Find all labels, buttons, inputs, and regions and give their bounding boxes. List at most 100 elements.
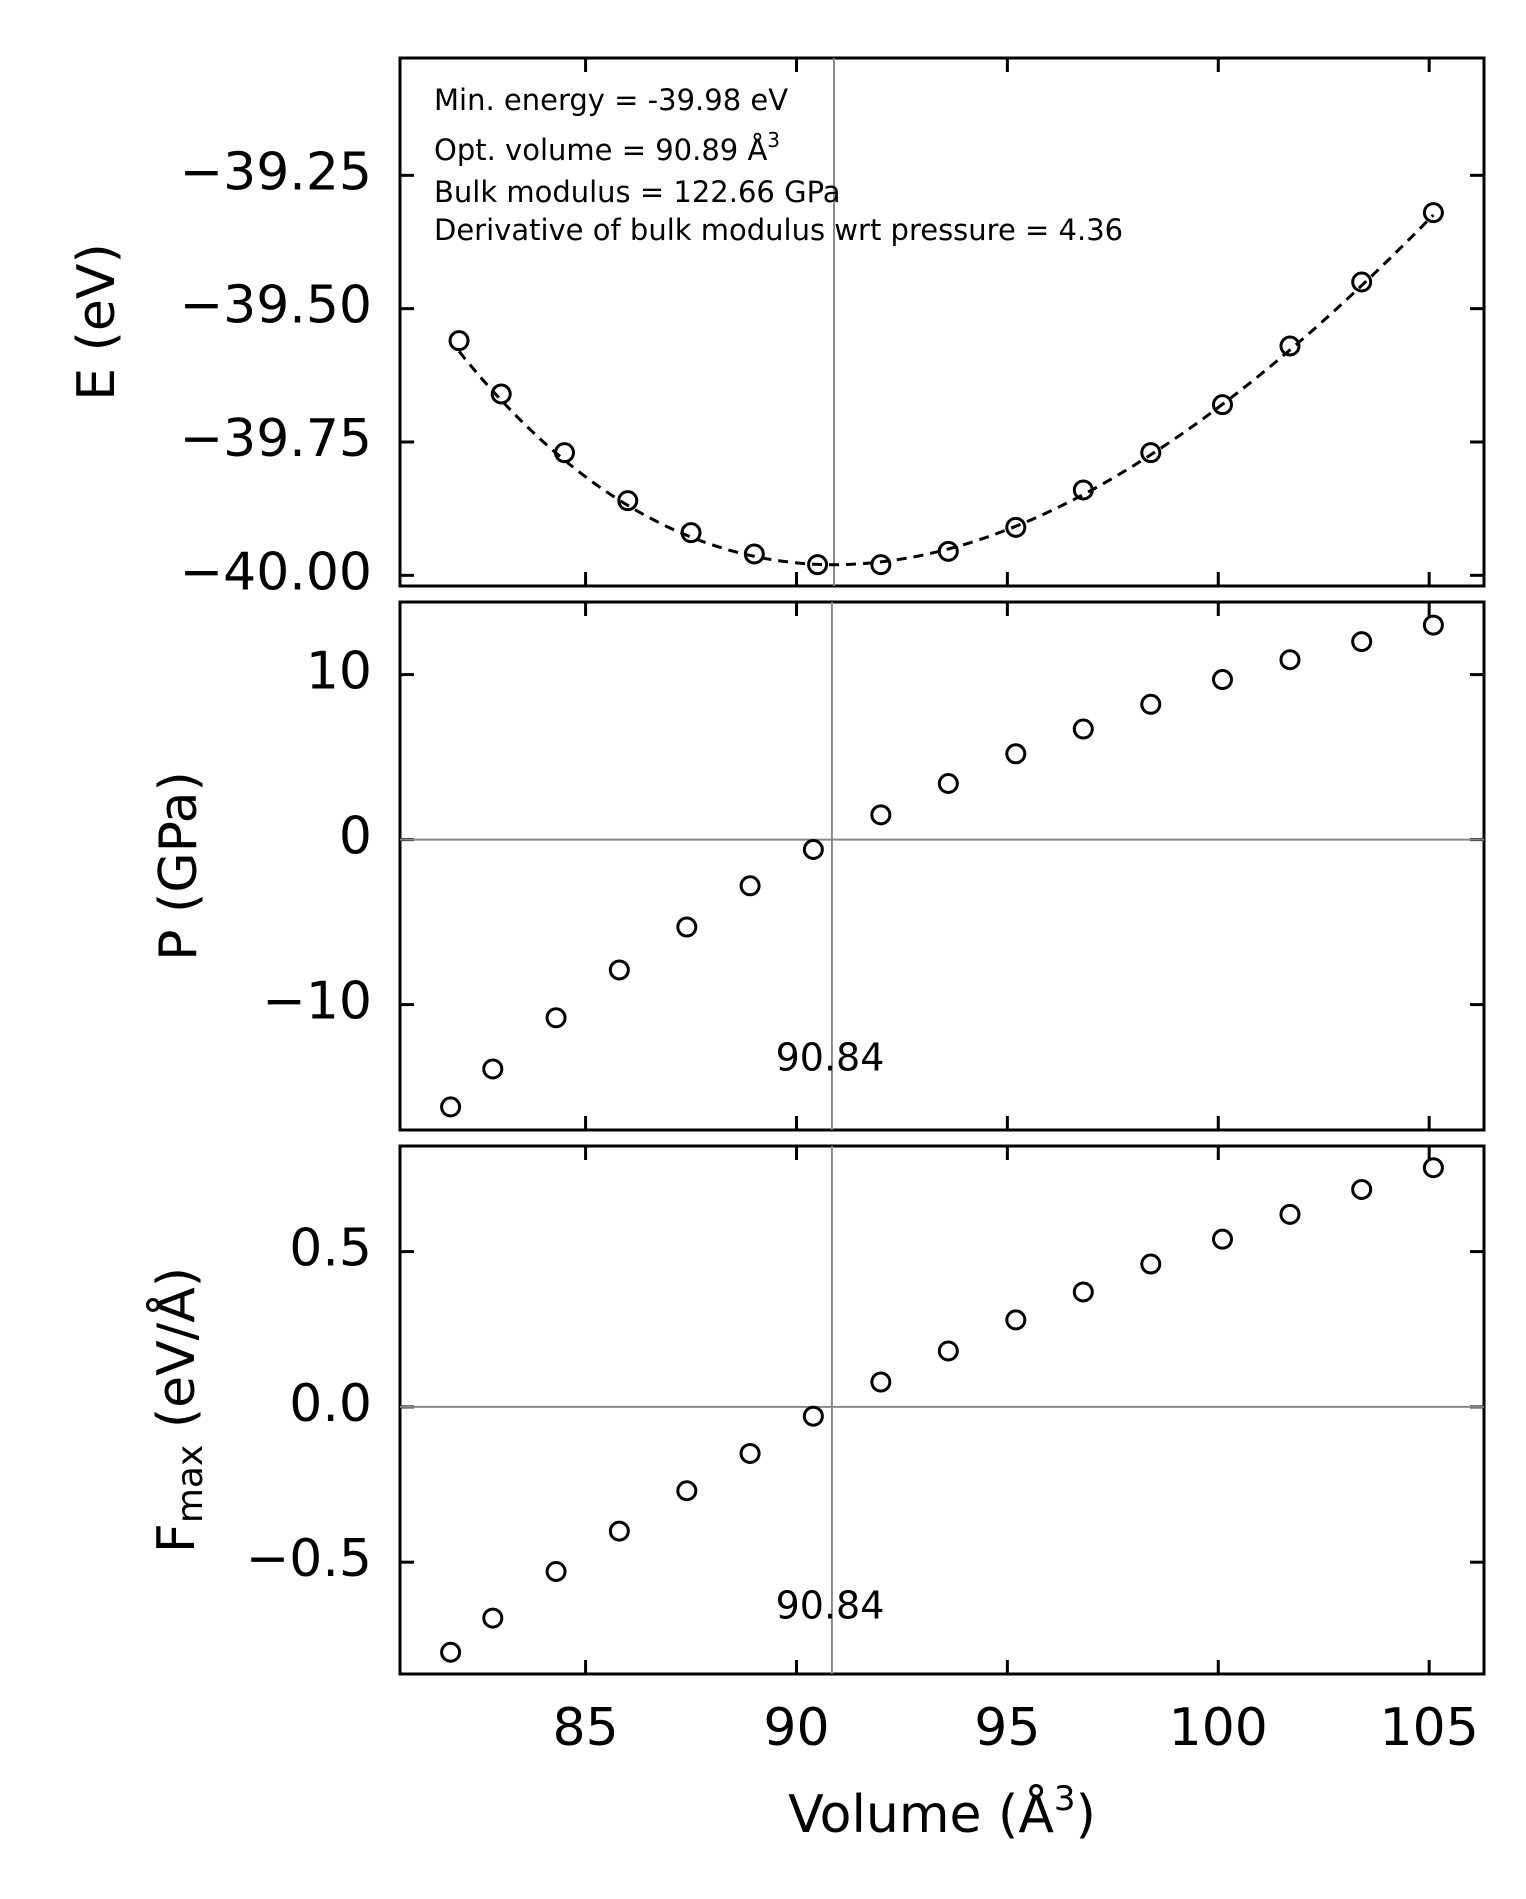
fmax-ytick-label: −0.5	[246, 1529, 372, 1589]
fmax-data-point	[1351, 1178, 1373, 1200]
fmax-data-point	[1072, 1281, 1094, 1303]
x-axis-label-superscript: 3	[1054, 1779, 1076, 1819]
fmax-ytick-label: 0.5	[289, 1219, 372, 1279]
pressure-ytick-label: 10	[306, 642, 372, 702]
annotation-bulk-modulus: Bulk modulus = 122.66 GPa	[434, 175, 841, 209]
pressure-data-point	[545, 1007, 567, 1029]
pressure-vline-label: 90.84	[776, 1036, 885, 1080]
energy-ytick-label: −39.50	[180, 276, 372, 336]
energy-data-point	[1422, 202, 1444, 224]
pressure-markers	[440, 614, 1444, 1118]
pressure-reference-lines	[400, 602, 1484, 1130]
energy-data-point	[1211, 394, 1233, 416]
fmax-data-point	[1005, 1309, 1027, 1331]
energy-data-point	[937, 540, 959, 562]
xtick-label: 90	[763, 1698, 829, 1758]
energy-data-point	[617, 490, 639, 512]
fmax-data-point	[1422, 1157, 1444, 1179]
energy-fit-curve	[457, 213, 1435, 567]
energy-data-point	[743, 543, 765, 565]
pressure-data-point	[1422, 614, 1444, 636]
fmax-data-point	[608, 1520, 630, 1542]
energy-data-point	[680, 522, 702, 544]
pressure-ytick-labels: 10 0 −10	[262, 642, 372, 1032]
annotation-min-energy: Min. energy = -39.98 eV	[434, 83, 788, 117]
fmax-data-point	[739, 1442, 761, 1464]
pressure-data-point	[739, 875, 761, 897]
fmax-ylabel-main: F	[147, 1523, 207, 1553]
fmax-ylabel-subscript: max	[170, 1445, 211, 1523]
energy-data-point	[490, 383, 512, 405]
pressure-ylabel: P (GPa)	[149, 771, 209, 961]
fmax-data-point	[937, 1340, 959, 1362]
fmax-data-point	[676, 1480, 698, 1502]
xtick-label: 105	[1380, 1698, 1479, 1758]
energy-data-point	[1279, 335, 1301, 357]
xtick-label: 85	[553, 1698, 619, 1758]
pressure-data-point	[1072, 718, 1094, 740]
xtick-label: 100	[1169, 1698, 1268, 1758]
pressure-data-point	[870, 804, 892, 826]
energy-data-point	[448, 330, 470, 352]
pressure-ytick-label: 0	[339, 807, 372, 867]
energy-markers	[448, 202, 1444, 576]
energy-panel: −39.25 −39.50 −39.75 −40.00 E (eV) Min. ene…	[67, 56, 1486, 602]
pressure-data-point	[1005, 743, 1027, 765]
pressure-data-point	[676, 916, 698, 938]
energy-ticks	[400, 58, 1484, 586]
energy-data-point	[1351, 271, 1373, 293]
energy-ytick-label: −40.00	[180, 542, 372, 602]
pressure-data-point	[608, 959, 630, 981]
fmax-ylabel-suffix: (eV/Å)	[145, 1267, 207, 1445]
annotation-opt-volume-superscript: 3	[767, 128, 780, 152]
pressure-data-point	[937, 773, 959, 794]
fmax-data-point	[440, 1641, 462, 1663]
energy-data-point	[1005, 516, 1027, 538]
pressure-panel: 10 0 −10 90.84 P (GPa)	[149, 600, 1486, 1132]
fmax-data-point	[545, 1561, 567, 1583]
xtick-labels: 85 90 95 100 105	[553, 1698, 1479, 1758]
fmax-data-point	[870, 1371, 892, 1393]
pressure-plot-frame	[398, 600, 1486, 1132]
energy-ytick-label: −39.25	[180, 142, 372, 202]
pressure-data-point	[802, 839, 824, 860]
energy-data-point	[1072, 479, 1094, 501]
pressure-data-point	[1351, 631, 1373, 653]
fmax-panel: 0.5 0.0 −0.5 85 90 95 100 105 90.84 Fmax (eV/Å…	[145, 1144, 1486, 1845]
fmax-reference-lines	[400, 1146, 1484, 1674]
annotation-bulk-modulus-derivative: Derivative of bulk modulus wrt pressure …	[434, 213, 1123, 247]
energy-data-point	[553, 442, 575, 464]
pressure-ytick-label: −10	[262, 972, 372, 1032]
fmax-data-point	[482, 1607, 504, 1629]
x-axis-label: Volume (Å3)	[788, 1779, 1096, 1845]
fmax-data-point	[1211, 1228, 1233, 1250]
pressure-data-point	[1279, 649, 1301, 671]
x-axis-label-close: )	[1076, 1785, 1096, 1845]
pressure-data-point	[1140, 693, 1162, 715]
energy-ylabel: E (eV)	[67, 243, 127, 401]
pressure-ticks	[400, 602, 1484, 1130]
energy-annotation-box: Min. energy = -39.98 eV Opt. volume = 90…	[434, 83, 1123, 247]
pressure-data-point	[440, 1096, 462, 1118]
energy-data-point	[870, 554, 892, 576]
energy-data-point	[1140, 442, 1162, 464]
energy-ytick-labels: −39.25 −39.50 −39.75 −40.00	[180, 142, 372, 602]
xtick-label: 95	[974, 1698, 1040, 1758]
fmax-ticks	[400, 1146, 1484, 1674]
pressure-data-point	[482, 1058, 504, 1080]
annotation-opt-volume: Opt. volume = 90.89 Å3	[434, 128, 780, 167]
fmax-ylabel: Fmax (eV/Å)	[145, 1267, 211, 1553]
fmax-markers	[440, 1157, 1444, 1663]
energy-ytick-label: −39.75	[180, 409, 372, 469]
x-axis-label-main: Volume (Å	[788, 1783, 1054, 1845]
energy-data-point	[807, 554, 829, 576]
fmax-data-point	[802, 1405, 824, 1427]
fmax-ytick-labels: 0.5 0.0 −0.5	[246, 1219, 372, 1590]
pressure-data-point	[1211, 669, 1233, 691]
energy-plot-frame	[398, 56, 1486, 588]
annotation-opt-volume-text: Opt. volume = 90.89 Å	[434, 133, 767, 167]
fmax-data-point	[1279, 1203, 1301, 1225]
fmax-vline-label: 90.84	[776, 1584, 885, 1628]
fmax-plot-frame	[398, 1144, 1486, 1676]
